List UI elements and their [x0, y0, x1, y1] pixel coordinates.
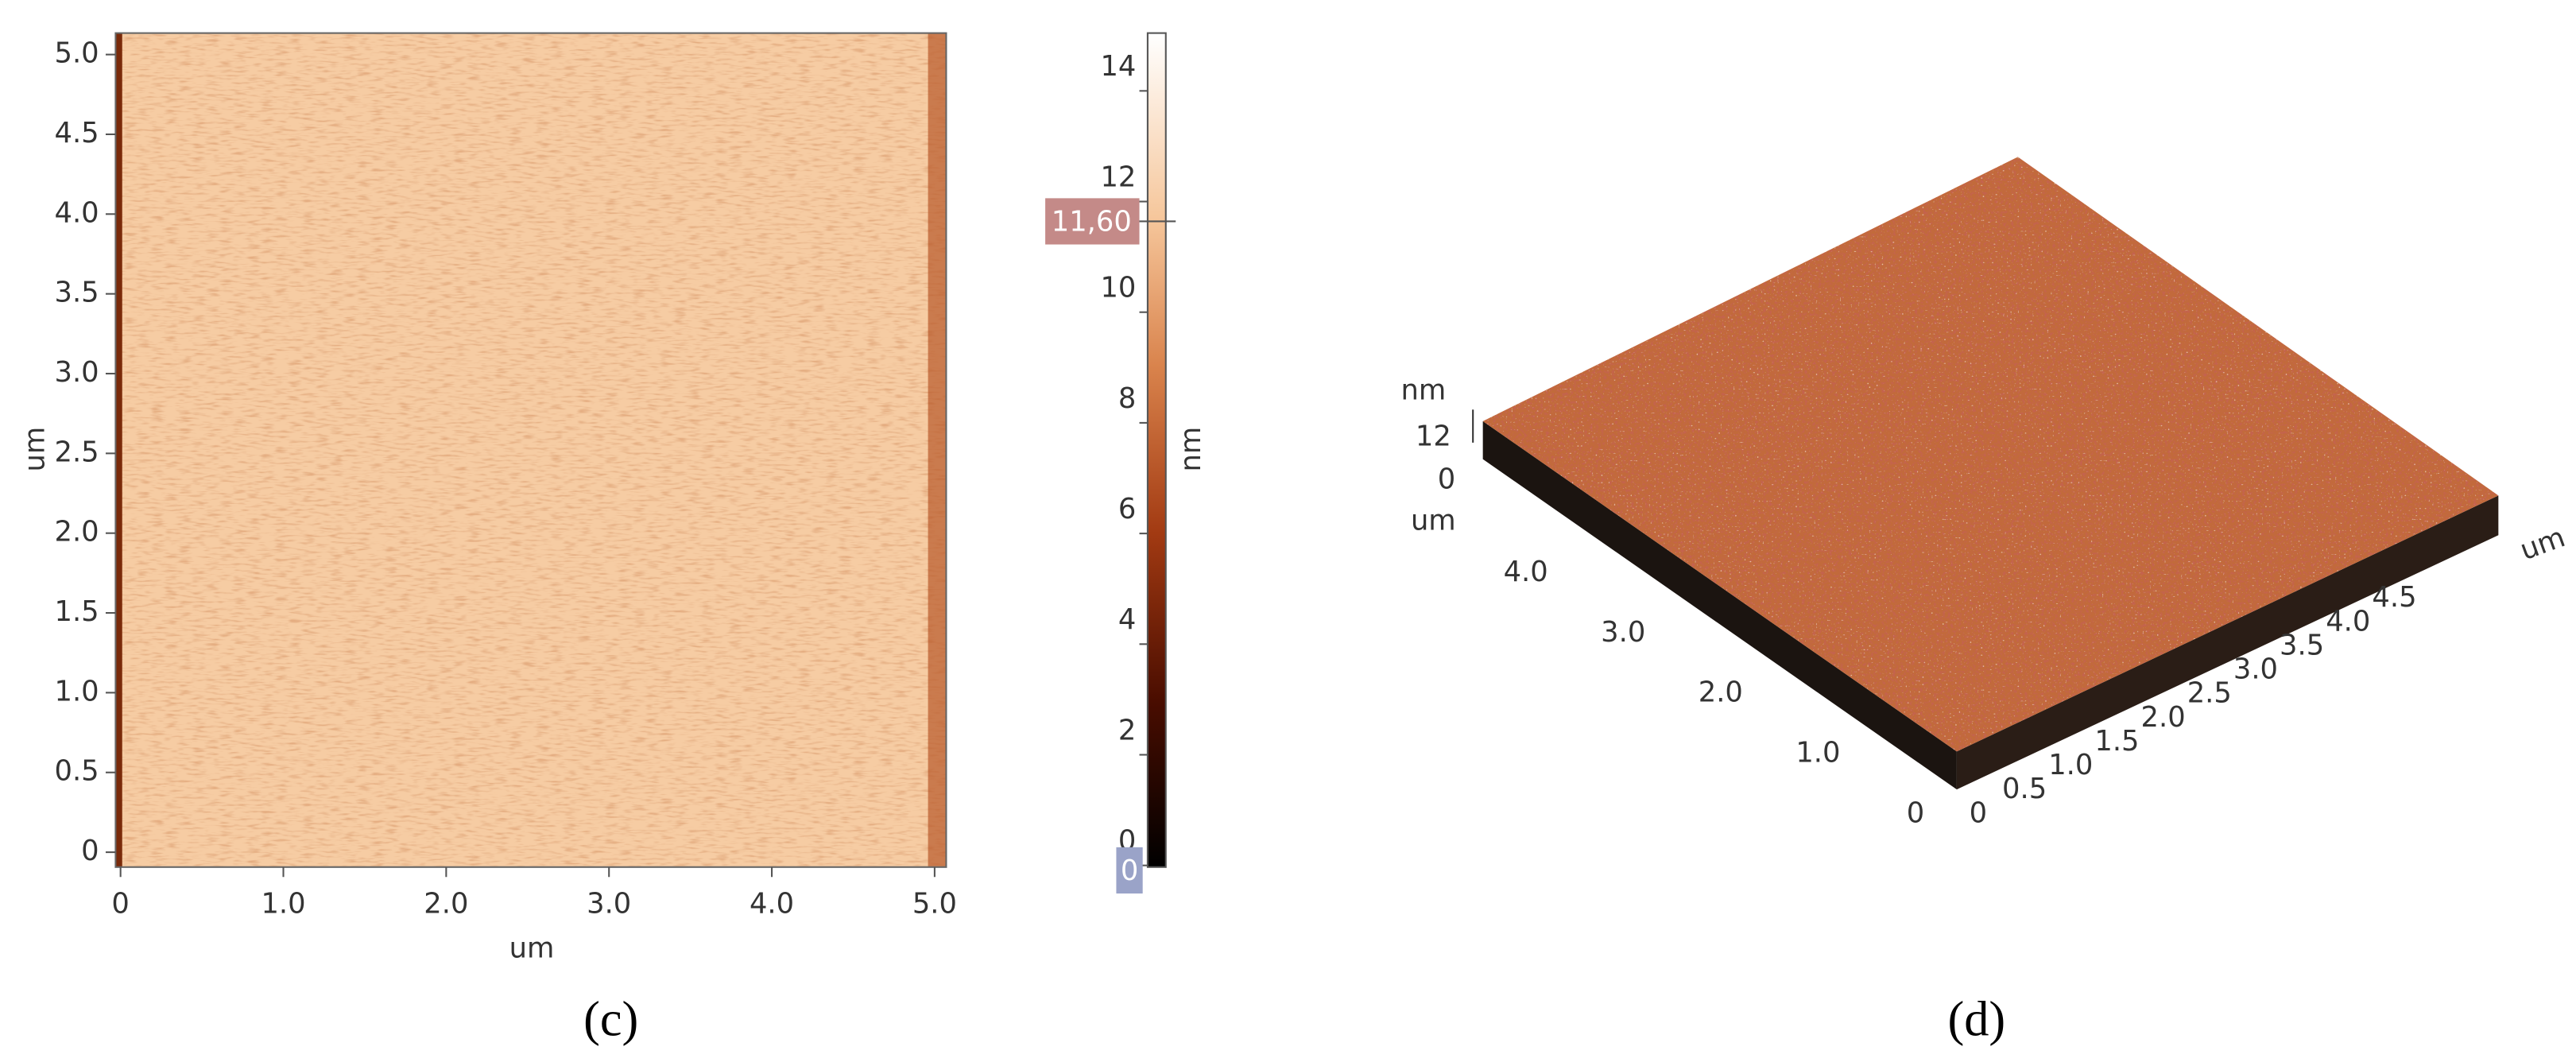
- y-tick-label: 0: [81, 835, 99, 867]
- y-tick-label: 1.0: [55, 675, 99, 707]
- surface-texture: [1482, 157, 2499, 752]
- right-ticks: 0 0.51.01.52.02.53.03.54.04.5: [1970, 581, 2417, 829]
- x-tick-label: 3.0: [587, 888, 631, 921]
- z-tick: 12: [1416, 421, 1451, 453]
- colorbar: [1146, 32, 1167, 868]
- colorbar-tick-label: 6: [1118, 493, 1136, 525]
- right-tick-label: 1.0: [2048, 749, 2093, 781]
- marker-low: 0: [1121, 855, 1138, 887]
- colorbar-tick-label: 4: [1118, 603, 1136, 636]
- side-face: [1956, 495, 2499, 790]
- right-tick-label: 3.0: [2233, 653, 2278, 686]
- x-tick-label: 0: [111, 888, 129, 921]
- caption: (d): [1948, 991, 2006, 1046]
- height-map: [115, 33, 947, 867]
- plot-frame: [114, 32, 947, 868]
- y-tick-label: 2.5: [55, 436, 99, 468]
- x-tick-label: 5.0: [912, 888, 957, 921]
- y-tick-label: 2.0: [55, 516, 99, 548]
- y-axis-label: um: [19, 427, 52, 472]
- left-ticks: 4.0 3.0 2.0 1.0 0: [1504, 556, 1925, 829]
- left-tick-label: 4.0: [1504, 556, 1548, 588]
- edge: [928, 33, 947, 867]
- z-tick: 0: [1438, 463, 1455, 496]
- x-tick-label: 4.0: [750, 888, 794, 921]
- right-tick-label: 3.5: [2280, 629, 2324, 661]
- left-tick-label: 0: [1907, 796, 1924, 829]
- y-tick-label: 4.0: [55, 196, 99, 229]
- right-tick-label: 2.0: [2141, 701, 2186, 734]
- colorbar-label: nm: [1175, 427, 1207, 472]
- marker-high: 11,60: [1052, 206, 1132, 238]
- right-tick-label: 0: [1970, 796, 1987, 829]
- colorbar-tick-label: 14: [1100, 50, 1136, 83]
- marker-box: [1116, 847, 1143, 894]
- y-tick-label: 0.5: [55, 755, 99, 788]
- side-face: [1482, 421, 1957, 790]
- y-tick-label: 5.0: [55, 37, 99, 70]
- right-axis-unit: um: [2516, 521, 2569, 567]
- y-tick-label: 1.5: [55, 595, 99, 628]
- x-ticks: 0 1.0 2.0 3.0 4.0 5.0: [111, 866, 957, 921]
- marker-box: [1045, 198, 1140, 245]
- right-tick-label: 0.5: [2002, 773, 2047, 805]
- x-tick-label: 2.0: [424, 888, 468, 921]
- left-axis-unit: um: [1411, 505, 1456, 537]
- edge: [115, 33, 122, 867]
- right-tick-label: 1.5: [2094, 725, 2139, 758]
- y-tick-label: 3.0: [55, 356, 99, 389]
- x-tick-label: 1.0: [261, 888, 305, 921]
- left-tick-label: 1.0: [1795, 736, 1840, 769]
- right-tick-label: 2.5: [2187, 677, 2232, 710]
- x-axis-label: um: [509, 932, 555, 965]
- colorbar-tick-label: 8: [1118, 382, 1136, 415]
- colorbar-tick-label: 12: [1100, 161, 1136, 193]
- surface: [1482, 157, 2499, 752]
- y-tick-label: 4.5: [55, 117, 99, 149]
- left-tick-label: 2.0: [1699, 676, 1743, 709]
- right-tick-label: 4.5: [2372, 581, 2416, 614]
- caption: (c): [583, 991, 638, 1046]
- z-unit: nm: [1400, 374, 1446, 406]
- left-tick-label: 3.0: [1601, 616, 1645, 649]
- y-tick-label: 3.5: [55, 277, 99, 309]
- colorbar-tick-label: 2: [1118, 714, 1136, 746]
- colorbar-tick-label: 10: [1100, 272, 1136, 304]
- y-ticks: 0 0.5 1.0 1.5 2.0 2.5 3.0 3.5 4.0 4.5 5.0: [55, 37, 116, 867]
- right-tick-label: 4.0: [2326, 605, 2370, 638]
